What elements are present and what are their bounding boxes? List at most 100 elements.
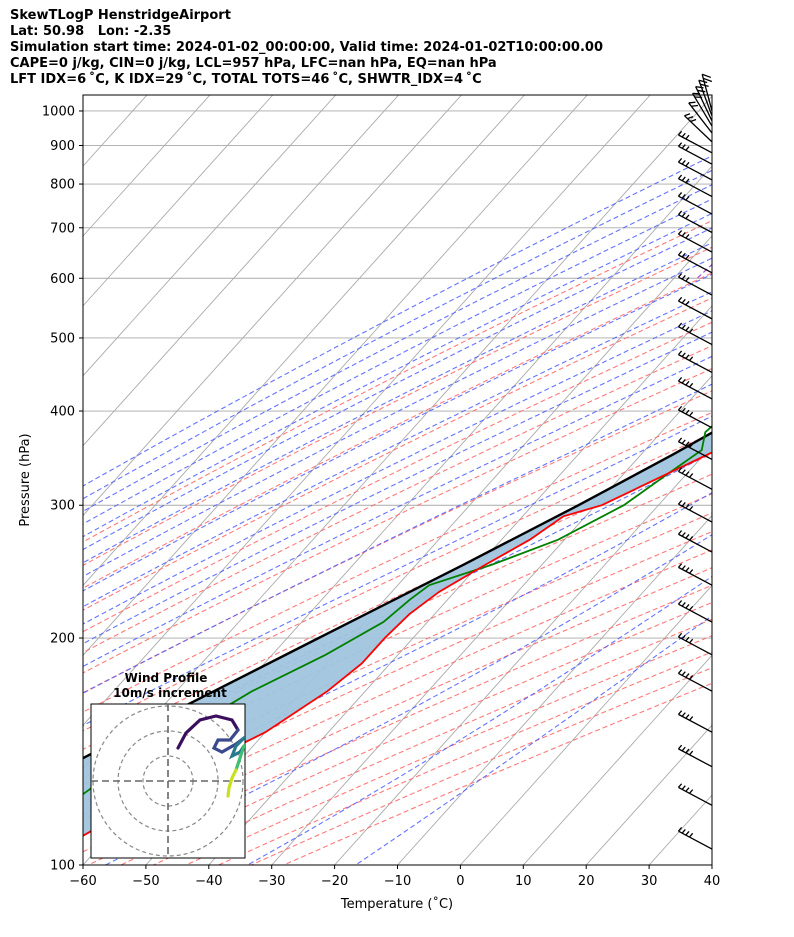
wind-barb: [677, 377, 713, 400]
dry-adiabat: [83, 345, 712, 654]
wind-barb: [677, 467, 713, 490]
moist-adiabat: [83, 291, 712, 608]
wind-barb: [692, 92, 713, 127]
isotherm-line: [522, 654, 712, 865]
x-tick-label: −50: [132, 874, 159, 889]
x-tick-label: 30: [641, 874, 658, 889]
dry-adiabat: [83, 246, 712, 567]
y-tick-label: 900: [50, 139, 75, 154]
wind-barb: [677, 783, 713, 806]
dry-adiabat: [83, 531, 712, 820]
temperature-line: [83, 451, 712, 837]
wind-barb: [677, 250, 713, 274]
dry-adiabat: [83, 549, 712, 837]
moist-adiabat: [83, 198, 712, 525]
profiles: [83, 424, 712, 837]
wind-barb: [683, 113, 713, 143]
dry-adiabat: [83, 493, 712, 786]
x-tick-label: 20: [578, 874, 595, 889]
dry-adiabat: [83, 512, 712, 803]
parcel-profile-line: [83, 431, 712, 760]
isotherm-line: [83, 95, 588, 657]
wind-barb: [677, 230, 713, 253]
x-tick-label: 10: [515, 874, 532, 889]
inset-subtitle: 10m/s increment: [113, 686, 227, 700]
wind-barb: [677, 210, 713, 234]
isotherm-line: [83, 95, 462, 517]
y-tick-label: 1000: [42, 104, 75, 119]
moist-adiabat: [83, 257, 712, 578]
inset-title: Wind Profile: [125, 671, 208, 685]
wind-barb: [677, 296, 713, 320]
y-tick-label: 200: [50, 632, 75, 647]
isotherm-line: [775, 95, 794, 865]
title-line: SkewTLogP HenstridgeAirport: [10, 8, 231, 23]
wind-barb: [698, 79, 713, 117]
isotherm-line: [460, 584, 712, 865]
moist-adiabat: [83, 273, 712, 592]
wind-barb: [677, 174, 713, 198]
isotherm-line: [397, 514, 712, 865]
location-line: Lat: 50.98 Lon: -2.35: [10, 24, 172, 39]
dry-adiabat: [83, 220, 712, 543]
moist-adiabat: [83, 184, 712, 513]
axes: −60 −50 −40 −30 −20 −10 0 10 20 30 40 1000 900 800 700…: [42, 104, 720, 889]
isotherm-line: [711, 864, 712, 865]
wind-barb: [677, 632, 713, 656]
wind-barb: [677, 158, 713, 181]
wind-barbs: [677, 73, 713, 850]
y-tick-label: 400: [50, 405, 75, 420]
grid: [83, 95, 794, 865]
wind-barb: [677, 563, 713, 586]
moist-adiabat: [83, 492, 712, 815]
wind-barb: [677, 669, 713, 692]
dry-adiabat: [83, 272, 712, 589]
y-tick-label: 300: [50, 499, 75, 514]
y-tick-label: 600: [50, 272, 75, 287]
dry-adiabat: [83, 297, 712, 611]
wind-barb: [677, 530, 713, 553]
isotherm-line: [83, 95, 337, 377]
wind-barb: [677, 600, 713, 623]
moist-adiabat: [83, 451, 712, 766]
mixing-ratio-line: [781, 95, 794, 278]
isotherm-line: [585, 724, 712, 865]
chart-header: SkewTLogP HenstridgeAirport Lat: 50.98 Lo…: [10, 8, 603, 88]
moist-adiabat: [83, 310, 712, 625]
x-tick-label: −30: [258, 874, 285, 889]
isotherm-line: [83, 95, 525, 587]
wind-barb: [677, 744, 713, 768]
wind-barb: [677, 827, 713, 850]
y-tick-label: 100: [50, 859, 75, 874]
hodograph-segment: [226, 768, 238, 798]
wind-barb: [677, 142, 713, 165]
x-tick-label: 40: [704, 874, 721, 889]
moist-adiabat: [83, 383, 712, 694]
isotherm-line: [334, 444, 712, 865]
wind-barb: [677, 350, 713, 374]
dewpoint-line: [83, 424, 712, 796]
isotherm-line: [145, 235, 712, 865]
isotherm-line: [83, 95, 211, 237]
x-tick-label: −60: [69, 874, 96, 889]
wind-barb: [677, 710, 713, 733]
x-tick-label: −40: [195, 874, 222, 889]
x-tick-label: 0: [456, 874, 464, 889]
isotherm-line: [83, 95, 399, 447]
dry-adiabat: [83, 411, 712, 713]
x-tick-label: −20: [321, 874, 348, 889]
y-tick-label: 800: [50, 178, 75, 193]
y-axis-label: Pressure (hPa): [18, 433, 33, 526]
hodograph-segment: [234, 744, 245, 772]
wind-barb: [677, 273, 713, 296]
moist-adiabat: [83, 169, 712, 500]
hodograph-segment: [176, 714, 240, 750]
moist-adiabat: [83, 212, 712, 538]
y-tick-label: 700: [50, 221, 75, 236]
wind-barb: [677, 405, 713, 429]
y-tick-label: 500: [50, 331, 75, 346]
wind-barb: [677, 130, 713, 154]
wind-barb: [677, 437, 713, 461]
x-tick-label: −10: [384, 874, 411, 889]
isotherm-line: [83, 95, 274, 307]
